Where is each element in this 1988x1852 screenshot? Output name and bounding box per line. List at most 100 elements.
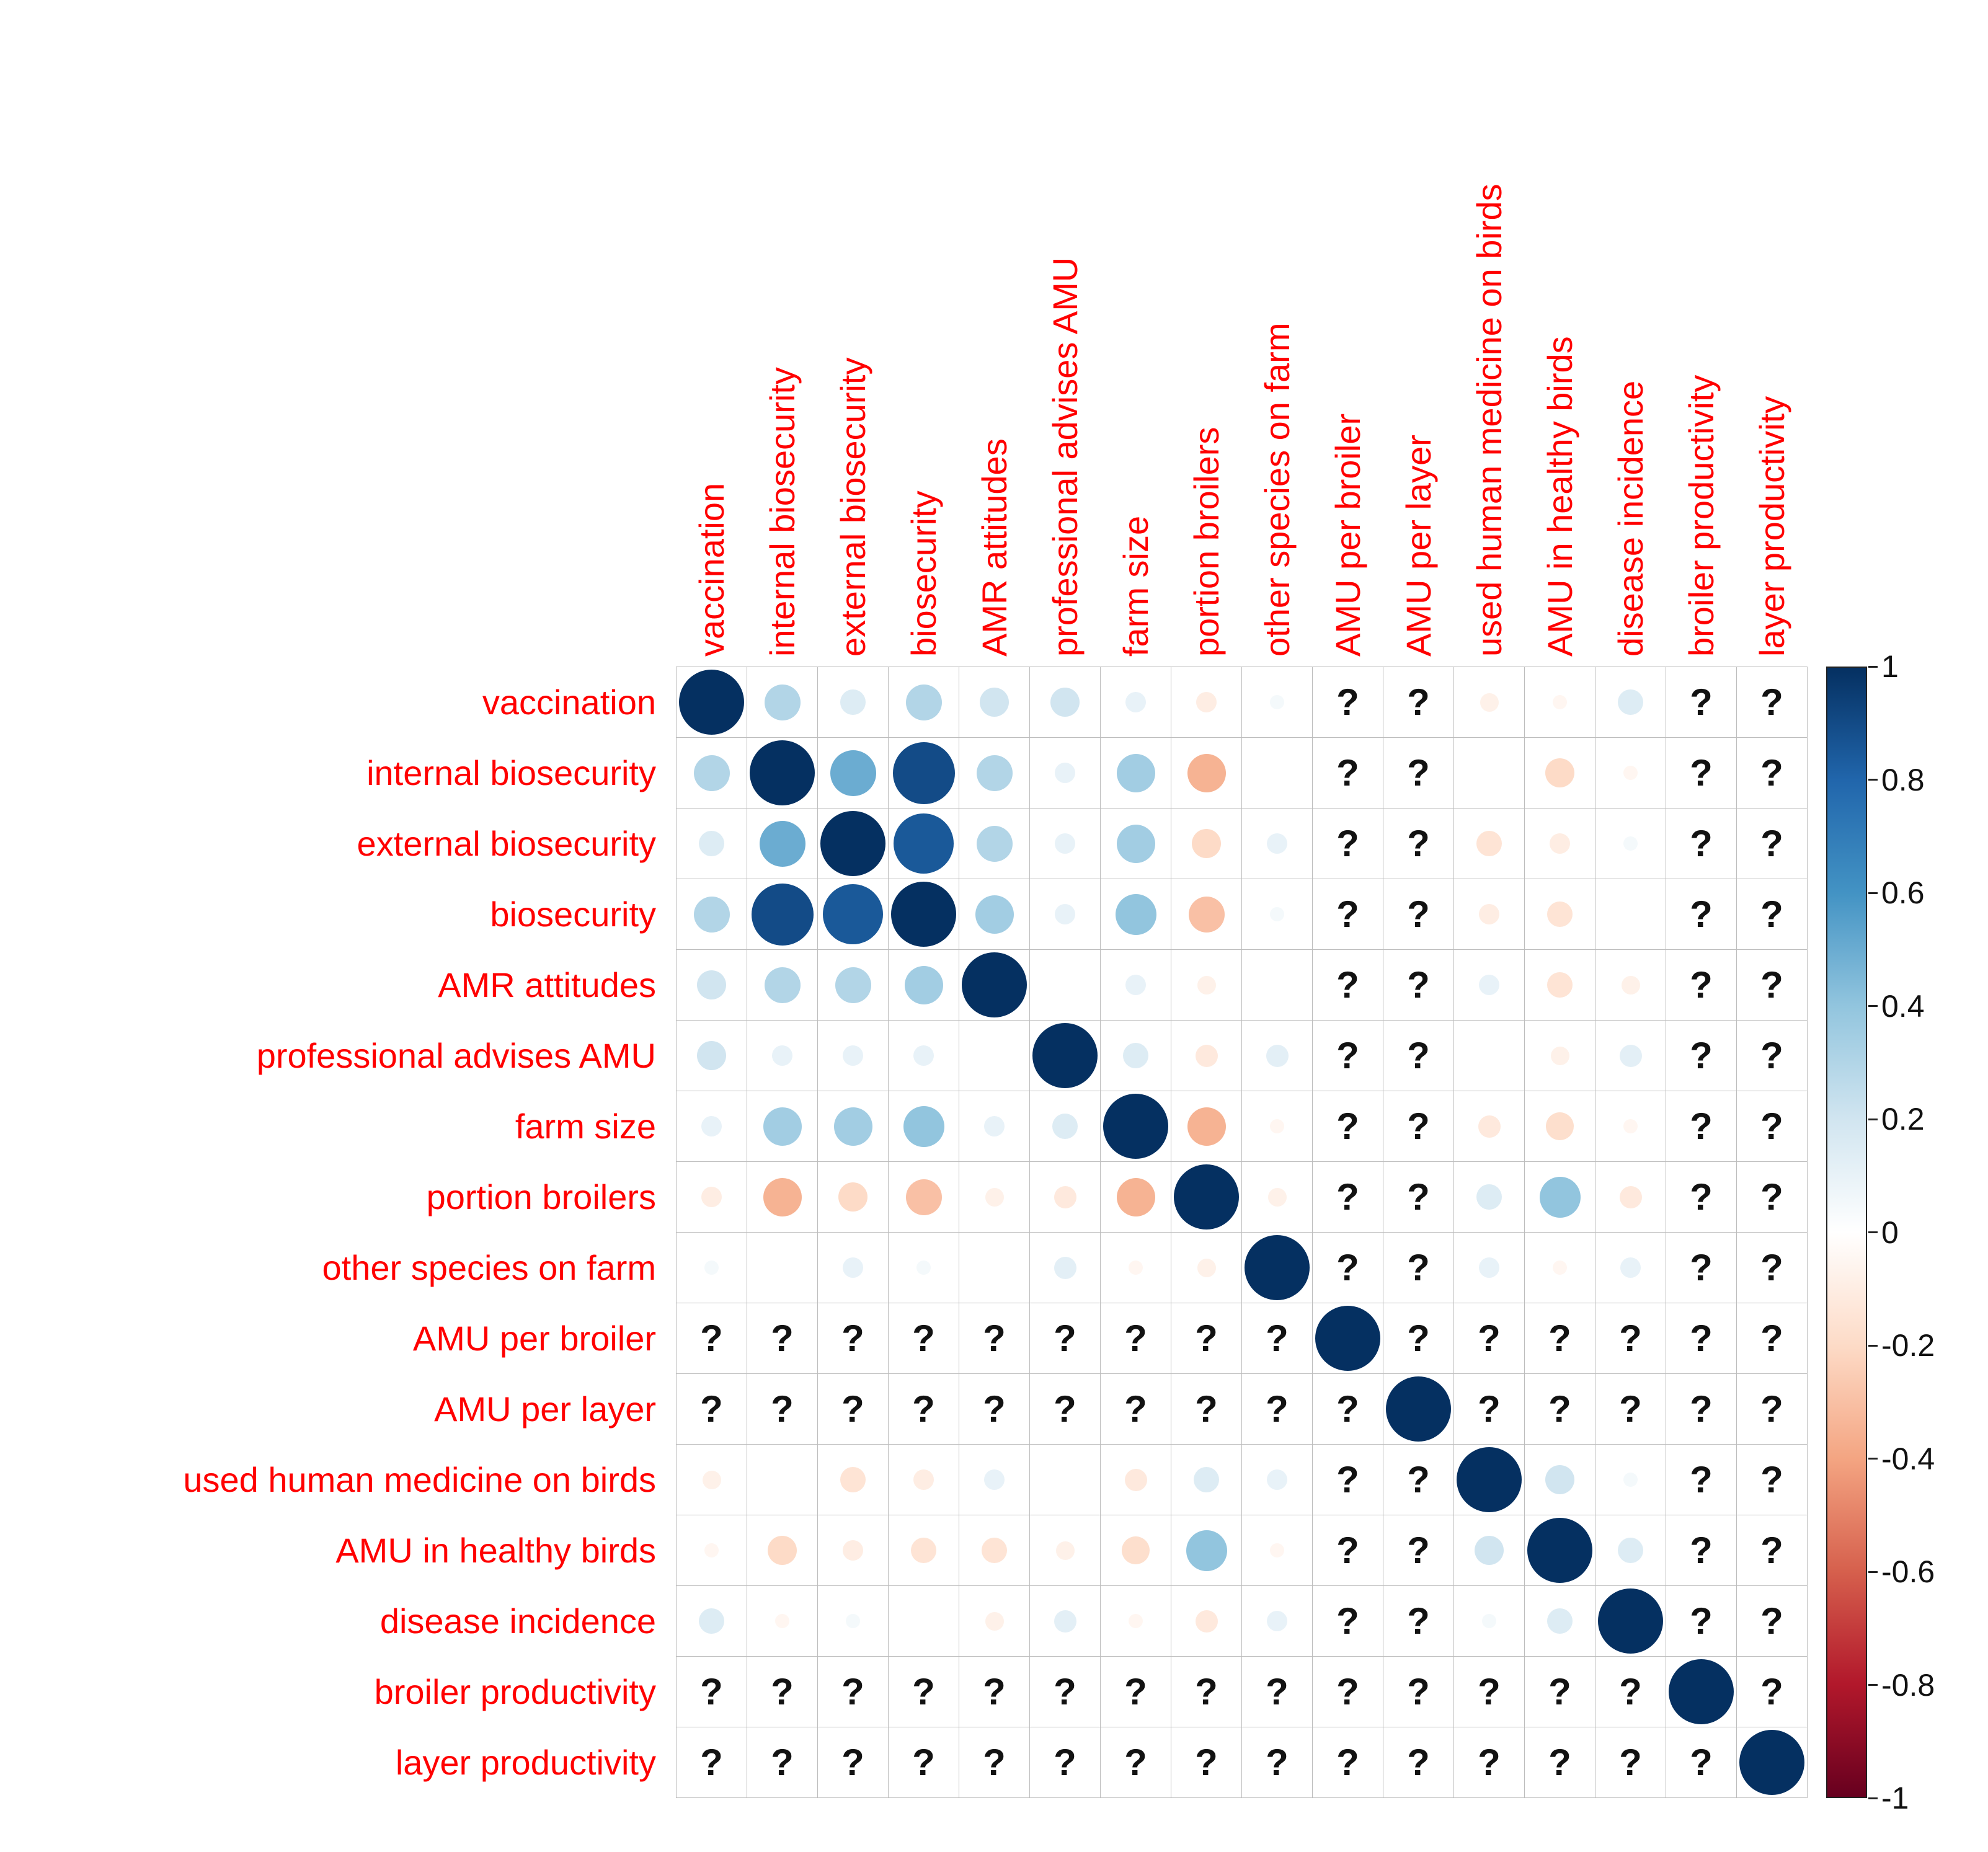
- matrix-cell: [1171, 1233, 1241, 1303]
- unknown-correlation-mark: ?: [771, 1318, 794, 1359]
- unknown-correlation-mark: ?: [1760, 1600, 1783, 1642]
- matrix-cell: [1101, 1515, 1171, 1585]
- correlation-circle: [985, 1187, 1004, 1207]
- correlation-circle: [704, 1543, 719, 1557]
- unknown-correlation-mark: ?: [1195, 1318, 1218, 1359]
- correlation-circle: [1270, 907, 1284, 921]
- correlation-circle: [1618, 1538, 1643, 1563]
- matrix-cell: [818, 809, 888, 879]
- matrix-cell: ?: [1383, 1303, 1453, 1373]
- correlation-circle: [1123, 1043, 1148, 1068]
- correlation-circle: [1245, 1235, 1310, 1300]
- unknown-correlation-mark: ?: [1407, 1671, 1430, 1712]
- unknown-correlation-mark: ?: [1407, 823, 1430, 864]
- matrix-cell: [1454, 1445, 1524, 1515]
- matrix-cell: ?: [1101, 1303, 1171, 1373]
- matrix-cell: [677, 1233, 747, 1303]
- matrix-cell: ?: [889, 1657, 959, 1727]
- matrix-cell: [818, 1233, 888, 1303]
- unknown-correlation-mark: ?: [1548, 1318, 1571, 1359]
- matrix-cell: ?: [1383, 738, 1453, 808]
- matrix-cell: ?: [1737, 1657, 1807, 1727]
- unknown-correlation-mark: ?: [1407, 1600, 1430, 1642]
- matrix-cell: [959, 667, 1029, 737]
- matrix-cell: [1242, 1515, 1312, 1585]
- column-label: vaccination: [691, 482, 731, 657]
- matrix-cell: ?: [1666, 1021, 1736, 1091]
- matrix-cell: [1030, 950, 1100, 1020]
- unknown-correlation-mark: ?: [1336, 1176, 1359, 1218]
- matrix-cell: [818, 667, 888, 737]
- unknown-correlation-mark: ?: [1195, 1388, 1218, 1430]
- matrix-cell: [959, 879, 1029, 949]
- correlation-circle: [838, 1182, 868, 1212]
- unknown-correlation-mark: ?: [1336, 1742, 1359, 1783]
- correlation-circle: [1539, 1176, 1581, 1218]
- matrix-cell: ?: [1737, 738, 1807, 808]
- matrix-cell: ?: [1666, 1727, 1736, 1797]
- unknown-correlation-mark: ?: [841, 1318, 864, 1359]
- matrix-cell: ?: [1383, 1657, 1453, 1727]
- correlation-circle: [1739, 1730, 1804, 1795]
- correlation-circle: [835, 967, 871, 1003]
- unknown-correlation-mark: ?: [1478, 1318, 1501, 1359]
- unknown-correlation-mark: ?: [1407, 681, 1430, 723]
- matrix-cell: [1525, 879, 1595, 949]
- unknown-correlation-mark: ?: [1336, 1247, 1359, 1288]
- matrix-cell: [889, 1091, 959, 1161]
- matrix-cell: [677, 809, 747, 879]
- matrix-cell: [889, 667, 959, 737]
- row-label: professional advises AMU: [256, 1036, 656, 1075]
- unknown-correlation-mark: ?: [1054, 1318, 1076, 1359]
- matrix-cell: [677, 1515, 747, 1585]
- correlation-circle: [1270, 1543, 1284, 1557]
- column-label: internal biosecurity: [762, 367, 802, 657]
- unknown-correlation-mark: ?: [1478, 1388, 1501, 1430]
- matrix-cell: ?: [1737, 879, 1807, 949]
- matrix-cell: ?: [1313, 1233, 1383, 1303]
- colorbar-tick: [1868, 1684, 1878, 1686]
- correlation-circle: [1620, 1257, 1641, 1278]
- matrix-cell: ?: [1666, 879, 1736, 949]
- matrix-cell: ?: [1666, 1233, 1736, 1303]
- correlation-circle: [833, 1107, 872, 1146]
- correlation-circle: [1623, 1119, 1638, 1133]
- correlation-circle: [1197, 1258, 1216, 1277]
- matrix-cell: ?: [677, 1727, 747, 1797]
- matrix-cell: [818, 1091, 888, 1161]
- matrix-cell: ?: [1595, 1374, 1666, 1444]
- matrix-cell: ?: [1666, 667, 1736, 737]
- matrix-cell: ?: [1313, 1727, 1383, 1797]
- unknown-correlation-mark: ?: [1760, 752, 1783, 794]
- unknown-correlation-mark: ?: [700, 1742, 723, 1783]
- unknown-correlation-mark: ?: [1124, 1742, 1147, 1783]
- colorbar-tick-label: 0.8: [1881, 762, 1925, 797]
- row-label: biosecurity: [490, 895, 656, 934]
- unknown-correlation-mark: ?: [1690, 1318, 1713, 1359]
- column-label: AMU per layer: [1398, 435, 1438, 657]
- matrix-cell: [1525, 1233, 1595, 1303]
- unknown-correlation-mark: ?: [1336, 1530, 1359, 1571]
- matrix-cell: [1030, 1162, 1100, 1232]
- matrix-cell: ?: [818, 1657, 888, 1727]
- colorbar-tick: [1868, 1118, 1878, 1120]
- correlation-circle: [1050, 688, 1080, 717]
- matrix-cell: [818, 1445, 888, 1515]
- unknown-correlation-mark: ?: [1760, 1318, 1783, 1359]
- matrix-cell: ?: [1666, 1586, 1736, 1656]
- matrix-cell: [818, 879, 888, 949]
- column-label: professional advises AMU: [1045, 257, 1085, 657]
- matrix-cell: ?: [889, 1374, 959, 1444]
- matrix-cell: [959, 1586, 1029, 1656]
- matrix-cell: [1525, 1515, 1595, 1585]
- correlation-circle: [1619, 1185, 1642, 1208]
- unknown-correlation-mark: ?: [1336, 1600, 1359, 1642]
- matrix-cell: ?: [1313, 667, 1383, 737]
- matrix-cell: [1030, 809, 1100, 879]
- matrix-cell: ?: [1737, 1233, 1807, 1303]
- matrix-cell: ?: [1171, 1657, 1241, 1727]
- correlation-circle: [1546, 1112, 1574, 1140]
- matrix-cell: ?: [1313, 1374, 1383, 1444]
- matrix-cell: [818, 1162, 888, 1232]
- matrix-cell: [1242, 667, 1312, 737]
